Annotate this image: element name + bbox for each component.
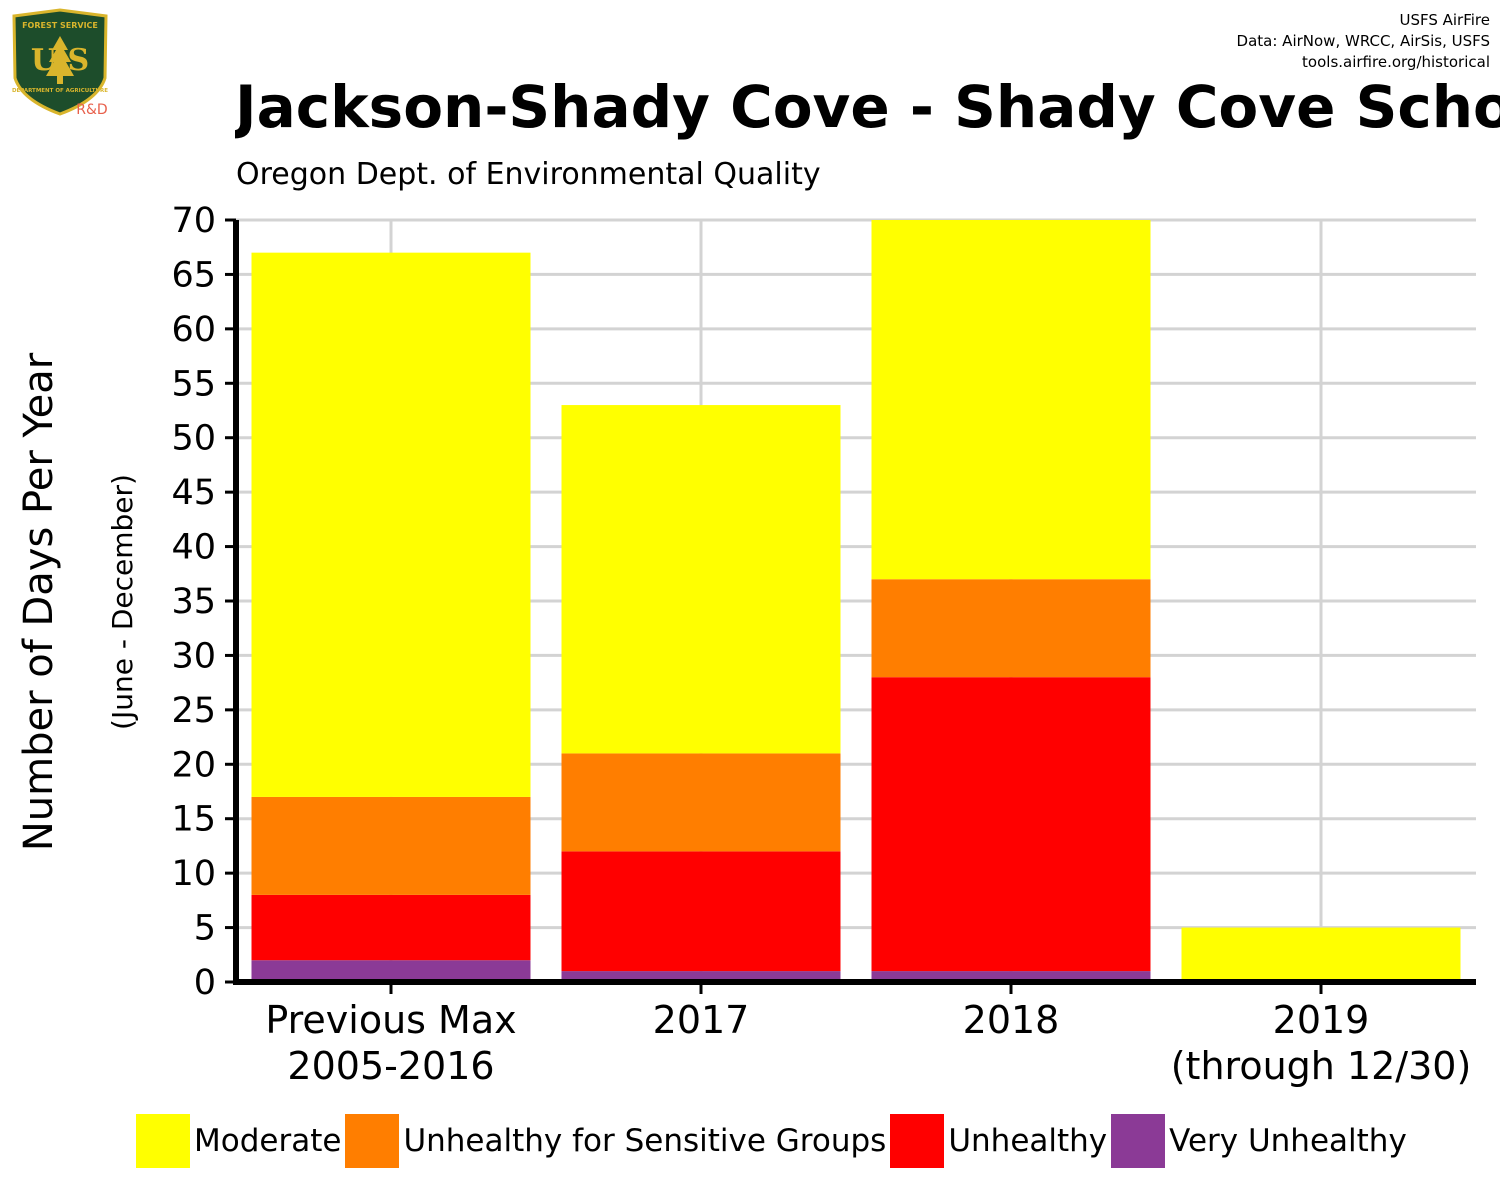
y-axis-label: Number of Days Per Year xyxy=(16,352,62,851)
bar-segment xyxy=(871,971,1151,982)
x-tick-label-line: 2019 xyxy=(1273,998,1370,1042)
legend-label: Unhealthy xyxy=(948,1123,1108,1159)
legend-item: Very Unhealthy xyxy=(1111,1114,1407,1168)
y-tick-label: 30 xyxy=(171,636,216,676)
bar-segment xyxy=(871,579,1151,678)
x-tick-label-line: Previous Max xyxy=(265,998,516,1042)
legend-item: Moderate xyxy=(136,1114,341,1168)
bar-segment xyxy=(251,796,531,895)
chart-title: Jackson-Shady Cove - Shady Cove Scho xyxy=(235,73,1500,141)
y-tick-label: 35 xyxy=(171,582,216,622)
x-tick-label: Previous Max 2005-2016 xyxy=(265,998,516,1088)
bar-segment xyxy=(561,851,841,972)
bar-segment xyxy=(1181,927,1461,982)
x-tick-label: 2018 xyxy=(963,998,1060,1042)
bar-segment xyxy=(251,894,531,961)
legend-item: Unhealthy for Sensitive Groups xyxy=(345,1114,886,1168)
bar-segment xyxy=(871,220,1151,580)
y-tick-label: 5 xyxy=(194,909,216,949)
bar-segment xyxy=(561,405,841,754)
x-tick-label-line: 2018 xyxy=(963,998,1060,1042)
legend-item: Unhealthy xyxy=(890,1114,1107,1168)
credits: USFS AirFire Data: AirNow, WRCC, AirSis,… xyxy=(1237,10,1490,73)
bar-segment xyxy=(561,971,841,982)
credit-line: tools.airfire.org/historical xyxy=(1302,53,1490,71)
axis-layer: 0 5 10 15 20 25 30 35 40 45 50 55 60 65 70 Previous Max… xyxy=(16,201,1476,1088)
chart-subtitle: Oregon Dept. of Environmental Quality xyxy=(236,157,821,192)
y-axis-sublabel: (June - December) xyxy=(106,474,139,730)
bar-segment xyxy=(871,677,1151,972)
legend: Moderate Unhealthy for Sensitive Groups Un… xyxy=(136,1113,1411,1169)
legend-label: Unhealthy for Sensitive Groups xyxy=(403,1123,887,1159)
legend-swatch xyxy=(136,1114,190,1168)
logo-tag: R&D xyxy=(76,102,107,118)
y-tick-label: 60 xyxy=(171,310,216,350)
y-tick-label: 40 xyxy=(171,528,216,568)
credit-line: USFS AirFire xyxy=(1399,11,1490,29)
x-tick-label-line: (through 12/30) xyxy=(1171,1044,1472,1088)
y-tick-label: 45 xyxy=(171,473,216,513)
y-tick-label: 10 xyxy=(171,854,216,894)
y-tick-label: 50 xyxy=(171,419,216,459)
legend-label: Moderate xyxy=(194,1123,342,1159)
x-tick-label: 2019 (through 12/30) xyxy=(1171,998,1472,1088)
legend-swatch xyxy=(1111,1114,1166,1168)
y-tick-label: 25 xyxy=(171,691,216,731)
logo-bottom-text: DEPARTMENT OF AGRICULTURE xyxy=(12,88,108,94)
legend-swatch xyxy=(345,1114,400,1168)
x-tick-label-line: 2005-2016 xyxy=(287,1044,494,1088)
legend-swatch xyxy=(890,1114,945,1168)
y-tick-label: 55 xyxy=(171,364,216,404)
logo-top-text: FOREST SERVICE xyxy=(22,21,98,30)
logo-tree-icon xyxy=(46,36,74,84)
y-tick-label: 0 xyxy=(194,963,216,1003)
legend-label: Very Unhealthy xyxy=(1169,1123,1407,1159)
bar-segment xyxy=(561,753,841,852)
x-tick-label-line: 2017 xyxy=(653,998,750,1042)
y-tick-label: 15 xyxy=(171,800,216,840)
credit-line: Data: AirNow, WRCC, AirSis, USFS xyxy=(1236,32,1490,50)
y-tick-label: 20 xyxy=(171,745,216,785)
bar-layer xyxy=(251,220,1461,982)
y-tick-label: 65 xyxy=(171,255,216,295)
usfs-shield-logo-icon: FOREST SERVICE U S DEPARTMENT OF AGRICUL… xyxy=(12,8,108,118)
bar-segment xyxy=(251,960,531,982)
x-tick-label: 2017 xyxy=(653,998,750,1042)
bar-segment xyxy=(251,252,531,797)
y-tick-label: 70 xyxy=(171,201,216,241)
